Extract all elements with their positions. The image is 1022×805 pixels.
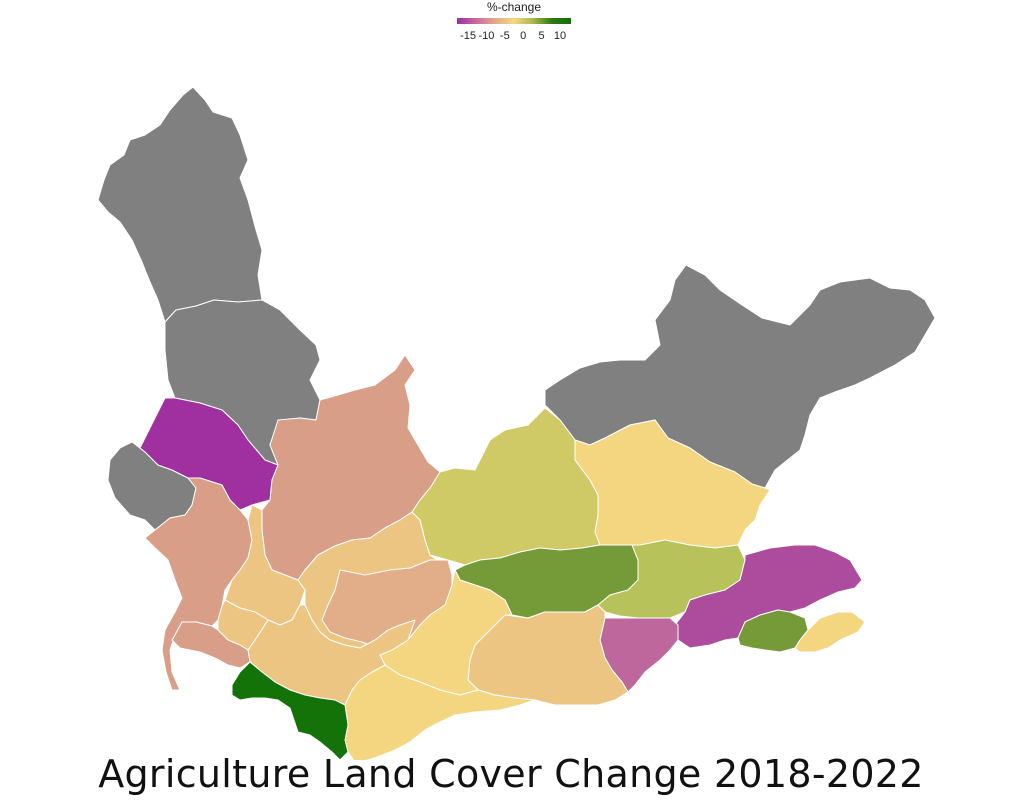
region-cape-town[interactable] (171, 621, 251, 669)
region-namakwa-north[interactable] (97, 86, 263, 323)
legend: %-change -15 -10 -5 0 5 10 (447, 0, 577, 48)
legend-color-bar (457, 18, 571, 24)
region-cape-agulhas[interactable] (344, 664, 536, 760)
region-beaufort-west[interactable] (574, 419, 771, 549)
legend-tick-label: -15 (460, 30, 476, 42)
region-plettenberg-coast[interactable] (794, 611, 866, 653)
region-bitou[interactable] (737, 609, 809, 653)
legend-tick-label: 5 (538, 30, 545, 42)
legend-tick-label: 0 (520, 30, 527, 42)
region-overstrand[interactable] (231, 661, 349, 760)
district-map (97, 86, 936, 760)
legend-title: %-change (486, 0, 542, 14)
map-title: Agriculture Land Cover Change 2018-2022 (98, 752, 924, 796)
legend-tick-label: -5 (499, 30, 510, 42)
region-central-karoo[interactable] (544, 264, 936, 489)
legend-tick-label: -10 (478, 30, 495, 42)
legend-tick-label: 10 (553, 30, 567, 42)
